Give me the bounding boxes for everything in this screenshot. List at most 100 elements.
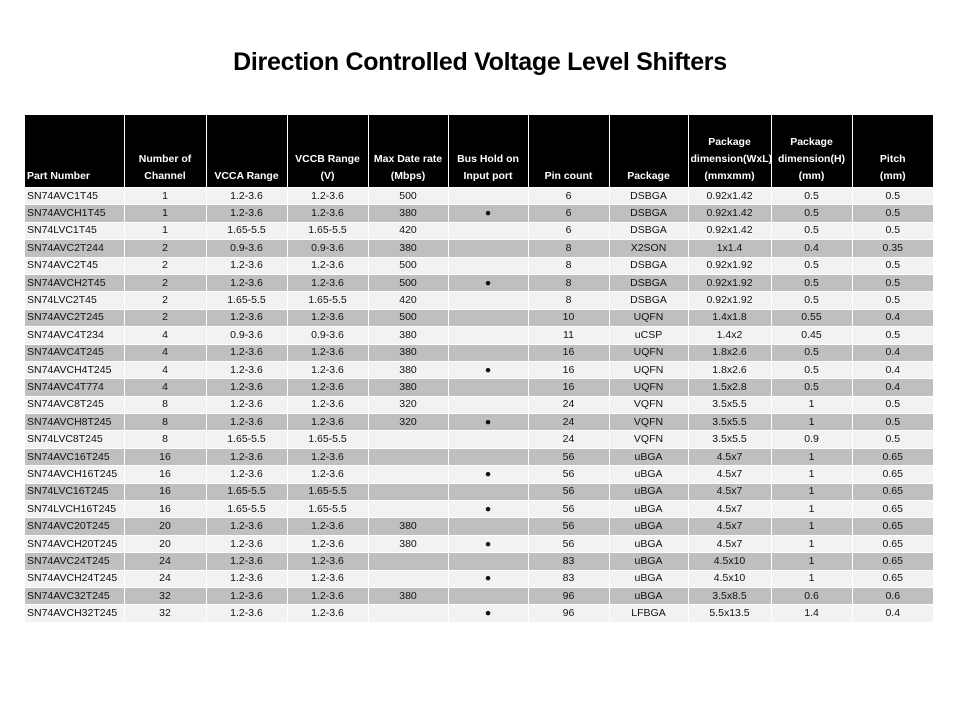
table-cell: uBGA — [609, 552, 689, 571]
table-cell: 380 — [368, 326, 449, 345]
table-cell: 0.65 — [852, 500, 933, 518]
table-cell: 4.5x10 — [688, 552, 772, 571]
table-cell: SN74AVCH32T245 — [25, 604, 125, 622]
table-cell: 0.55 — [771, 308, 853, 327]
table-cell: 0.9-3.6 — [287, 326, 369, 345]
bus-hold-cell: ● — [448, 465, 529, 484]
bus-hold-cell — [448, 326, 529, 345]
table-cell: 1 — [771, 569, 853, 588]
table-cell: 380 — [368, 360, 449, 379]
table-cell: 83 — [528, 552, 610, 571]
table-cell: 4.5x10 — [688, 569, 772, 588]
table-cell: 8 — [528, 291, 610, 310]
table-cell: 1.2-3.6 — [206, 378, 288, 397]
table-cell: SN74AVC20T245 — [25, 517, 125, 536]
table-cell: 380 — [368, 586, 449, 605]
table-row: SN74LVC16T245 16 1.65-5.5 1.65-5.5 56 uBGA 4.5… — [25, 482, 933, 501]
table-cell: 1.2-3.6 — [287, 395, 369, 414]
table-cell: 16 — [528, 360, 610, 379]
table-cell: 1.2-3.6 — [206, 308, 288, 327]
table-cell: uBGA — [609, 569, 689, 588]
table-cell: 4 — [124, 326, 207, 345]
table-cell — [368, 500, 449, 518]
table-cell: UQFN — [609, 308, 689, 327]
table-row: SN74LVCH16T245 16 1.65-5.5 1.65-5.5 ● 56 uBGA 4… — [25, 500, 933, 518]
table-cell: 1.2-3.6 — [206, 413, 288, 431]
table-cell: 4 — [124, 378, 207, 397]
table-row: SN74AVCH16T245 16 1.2-3.6 1.2-3.6 ● 56 uBGA 4.5… — [25, 465, 933, 484]
table-cell: 1 — [771, 500, 853, 518]
table-cell: 1.2-3.6 — [206, 552, 288, 571]
table-cell: 0.45 — [771, 326, 853, 345]
bus-hold-cell: ● — [448, 500, 529, 518]
table-cell: 8 — [124, 413, 207, 431]
table-cell: 11 — [528, 326, 610, 345]
bus-hold-cell — [448, 482, 529, 501]
table-cell: 1.65-5.5 — [287, 430, 369, 449]
table-cell: 0.5 — [852, 273, 933, 292]
table-cell: 380 — [368, 378, 449, 397]
table-cell — [368, 569, 449, 588]
column-header: VCCA Range — [206, 115, 288, 188]
table-cell: 8 — [528, 273, 610, 292]
table-cell: 1.2-3.6 — [287, 360, 369, 379]
table-cell: 1.2-3.6 — [287, 204, 369, 223]
table-row: SN74AVCH1T45 1 1.2-3.6 1.2-3.6 380 ● 6 DSBGA 0.9… — [25, 204, 933, 223]
table-cell: 0.5 — [771, 378, 853, 397]
table-cell: uBGA — [609, 500, 689, 518]
table-cell: 0.9-3.6 — [287, 239, 369, 258]
bus-hold-cell: ● — [448, 204, 529, 223]
table-cell: SN74AVC2T245 — [25, 308, 125, 327]
table-cell: 1.2-3.6 — [206, 273, 288, 292]
table-cell: 0.92x1.92 — [688, 273, 772, 292]
bus-hold-cell — [448, 343, 529, 362]
table-cell: X2SON — [609, 239, 689, 258]
table-cell: 24 — [528, 430, 610, 449]
table-cell: 1 — [771, 534, 853, 553]
bus-hold-cell — [448, 256, 529, 275]
table-cell: 420 — [368, 291, 449, 310]
table-cell: 2 — [124, 291, 207, 310]
table-cell — [368, 552, 449, 571]
table-cell: 1.2-3.6 — [206, 360, 288, 379]
table-cell: 8 — [124, 395, 207, 414]
table-cell: SN74AVCH8T245 — [25, 413, 125, 431]
table-cell: SN74LVC1T45 — [25, 221, 125, 240]
bus-hold-cell — [448, 378, 529, 397]
bus-hold-cell — [448, 517, 529, 536]
table-row: SN74LVC1T45 1 1.65-5.5 1.65-5.5 420 6 DSBGA 0.9… — [25, 221, 933, 240]
table-cell: 0.5 — [852, 413, 933, 431]
table-cell: DSBGA — [609, 204, 689, 223]
table-cell: 500 — [368, 256, 449, 275]
table-cell: 83 — [528, 569, 610, 588]
table-cell: 0.5 — [771, 204, 853, 223]
table-cell: 32 — [124, 604, 207, 622]
table-cell: 1.65-5.5 — [206, 482, 288, 501]
bus-hold-cell: ● — [448, 413, 529, 431]
table-cell: 0.65 — [852, 517, 933, 536]
table-cell: 1.2-3.6 — [287, 517, 369, 536]
table-cell: 1.2-3.6 — [287, 343, 369, 362]
table-cell: 0.92x1.42 — [688, 204, 772, 223]
table-cell: 1 — [771, 447, 853, 466]
table-cell: 1 — [124, 186, 207, 205]
table-cell: 0.5 — [852, 430, 933, 449]
table-cell: SN74AVCH2T45 — [25, 273, 125, 292]
level-shifter-table: Part Number Number of Channel VCCA Range VC… — [25, 115, 933, 622]
table-row: SN74AVC24T245 24 1.2-3.6 1.2-3.6 83 uBGA 4.5x1… — [25, 552, 933, 571]
bus-hold-cell — [448, 186, 529, 205]
bus-hold-cell — [448, 239, 529, 258]
table-cell: 1.2-3.6 — [287, 256, 369, 275]
table-cell: 0.65 — [852, 447, 933, 466]
table-cell: uBGA — [609, 534, 689, 553]
table-row: SN74AVC16T245 16 1.2-3.6 1.2-3.6 56 uBGA 4.5x7… — [25, 447, 933, 466]
table-cell: UQFN — [609, 378, 689, 397]
table-cell: 0.5 — [771, 221, 853, 240]
column-header: Package dimension(H) (mm) — [771, 115, 853, 188]
table-cell: 1.4x1.8 — [688, 308, 772, 327]
table-cell: DSBGA — [609, 273, 689, 292]
table-cell: 0.92x1.42 — [688, 186, 772, 205]
table-row: SN74AVC1T45 1 1.2-3.6 1.2-3.6 500 6 DSBGA 0.92x… — [25, 186, 933, 205]
table-row: SN74AVC4T774 4 1.2-3.6 1.2-3.6 380 16 UQFN 1.5x… — [25, 378, 933, 397]
table-cell: SN74AVC8T245 — [25, 395, 125, 414]
